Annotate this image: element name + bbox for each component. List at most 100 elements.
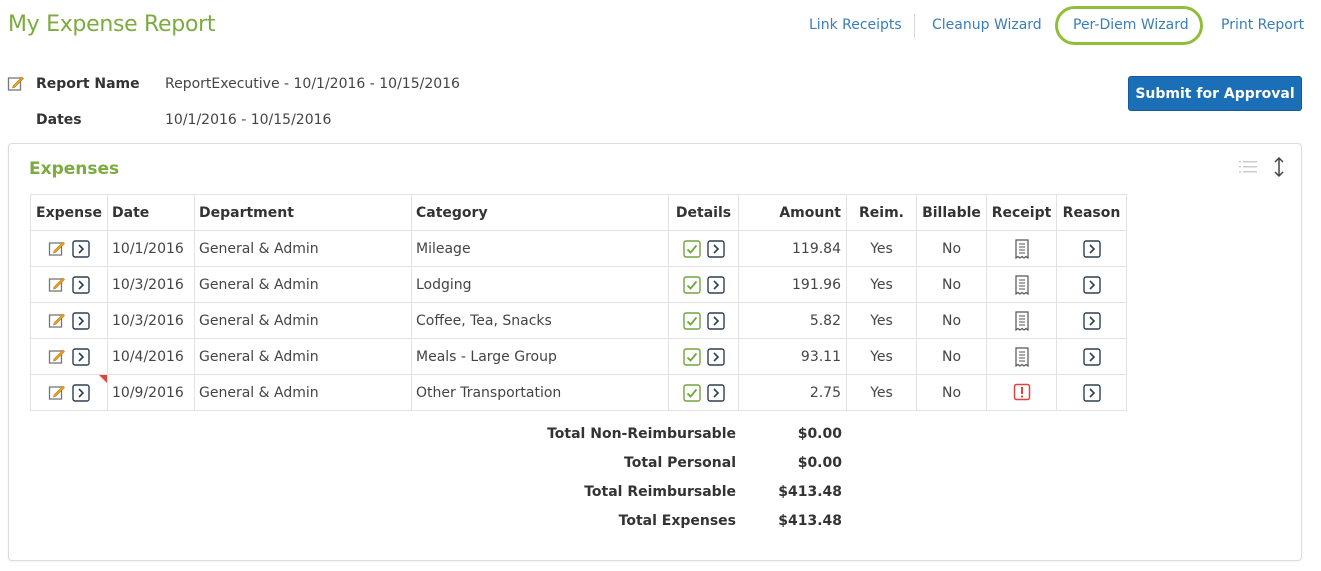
receipt-cell: [986, 338, 1057, 375]
per-diem-wizard-link[interactable]: Per-Diem Wizard: [1073, 17, 1189, 33]
reason-cell: [1056, 230, 1127, 267]
col-details: Details: [668, 194, 739, 231]
receipt-cell: [986, 230, 1057, 267]
edit-expense-icon[interactable]: [48, 348, 66, 366]
department-cell: General & Admin: [194, 374, 412, 411]
open-expense-icon[interactable]: [72, 311, 90, 330]
amount-cell: 2.75: [738, 374, 847, 411]
billable-cell: No: [916, 266, 987, 303]
alert-flag-icon: [99, 375, 107, 383]
expenses-table: Expense Date Department Category Details…: [30, 194, 1127, 411]
link-receipts-link[interactable]: Link Receipts: [809, 17, 902, 33]
details-check-icon[interactable]: [682, 347, 701, 366]
details-cell: [668, 230, 739, 267]
date-cell: 10/9/2016: [107, 374, 195, 411]
col-billable: Billable: [916, 194, 987, 231]
edit-expense-icon[interactable]: [48, 384, 66, 402]
page-title: My Expense Report: [8, 12, 216, 37]
table-row: 10/3/2016 General & Admin Coffee, Tea, Sna…: [30, 302, 1127, 339]
total-value: $0.00: [797, 455, 842, 471]
category-cell: Coffee, Tea, Snacks: [411, 302, 669, 339]
date-cell: 10/3/2016: [107, 266, 195, 303]
billable-cell: No: [916, 338, 987, 375]
edit-expense-icon[interactable]: [48, 276, 66, 294]
report-name-label: Report Name: [36, 76, 140, 92]
total-value: $0.00: [797, 426, 842, 442]
open-expense-icon[interactable]: [72, 275, 90, 294]
details-check-icon[interactable]: [682, 311, 701, 330]
table-row: 10/1/2016 General & Admin Mileage 119.84 Yes…: [30, 230, 1127, 267]
open-details-icon[interactable]: [706, 347, 725, 366]
reason-cell: [1056, 374, 1127, 411]
open-expense-icon[interactable]: [72, 383, 90, 402]
amount-cell: 93.11: [738, 338, 847, 375]
billable-cell: No: [916, 374, 987, 411]
open-details-icon[interactable]: [706, 383, 725, 402]
category-cell: Lodging: [411, 266, 669, 303]
dates-label: Dates: [36, 112, 82, 128]
col-category: Category: [411, 194, 669, 231]
open-expense-icon[interactable]: [72, 239, 90, 258]
missing-receipt-icon[interactable]: [1013, 383, 1031, 403]
table-row: 10/9/2016 General & Admin Other Transporta…: [30, 374, 1127, 411]
col-amount: Amount: [738, 194, 847, 231]
table-header-row: Expense Date Department Category Details…: [30, 194, 1127, 231]
receipt-icon[interactable]: [1013, 346, 1031, 367]
reim-cell: Yes: [846, 230, 917, 267]
expense-actions-cell: [30, 302, 108, 339]
table-row: 10/4/2016 General & Admin Meals - Large Gr…: [30, 338, 1127, 375]
expenses-title: Expenses: [29, 159, 120, 179]
highlight-oval: [1055, 6, 1203, 45]
edit-expense-icon[interactable]: [48, 240, 66, 258]
amount-cell: 119.84: [738, 230, 847, 267]
open-reason-icon[interactable]: [1082, 347, 1101, 366]
col-expense: Expense: [30, 194, 108, 231]
list-view-icon[interactable]: [1239, 159, 1257, 175]
receipt-icon[interactable]: [1013, 238, 1031, 259]
details-check-icon[interactable]: [682, 239, 701, 258]
expense-actions-cell: [30, 338, 108, 375]
department-cell: General & Admin: [194, 230, 412, 267]
amount-cell: 5.82: [738, 302, 847, 339]
expense-actions-cell: [30, 230, 108, 267]
dates-value: 10/1/2016 - 10/15/2016: [165, 112, 332, 128]
date-cell: 10/1/2016: [107, 230, 195, 267]
category-cell: Other Transportation: [411, 374, 669, 411]
link-divider: [914, 14, 915, 38]
open-reason-icon[interactable]: [1082, 383, 1101, 402]
open-details-icon[interactable]: [706, 275, 725, 294]
edit-expense-icon[interactable]: [48, 312, 66, 330]
date-cell: 10/4/2016: [107, 338, 195, 375]
total-label: Total Personal: [624, 455, 736, 471]
reim-cell: Yes: [846, 302, 917, 339]
category-cell: Meals - Large Group: [411, 338, 669, 375]
cleanup-wizard-link[interactable]: Cleanup Wizard: [932, 17, 1042, 33]
open-details-icon[interactable]: [706, 239, 725, 258]
open-details-icon[interactable]: [706, 311, 725, 330]
billable-cell: No: [916, 230, 987, 267]
open-expense-icon[interactable]: [72, 347, 90, 366]
reason-cell: [1056, 266, 1127, 303]
details-check-icon[interactable]: [682, 383, 701, 402]
receipt-icon[interactable]: [1013, 274, 1031, 295]
expand-collapse-icon[interactable]: [1271, 156, 1287, 178]
open-reason-icon[interactable]: [1082, 275, 1101, 294]
reason-cell: [1056, 338, 1127, 375]
col-date: Date: [107, 194, 195, 231]
submit-for-approval-button[interactable]: Submit for Approval: [1128, 76, 1302, 111]
expense-actions-cell: [30, 374, 108, 411]
print-report-link[interactable]: Print Report: [1221, 17, 1305, 33]
details-check-icon[interactable]: [682, 275, 701, 294]
receipt-icon[interactable]: [1013, 310, 1031, 331]
reim-cell: Yes: [846, 374, 917, 411]
edit-report-icon[interactable]: [7, 75, 25, 93]
expenses-panel: Expenses Expense Date Department Categor…: [8, 143, 1302, 561]
open-reason-icon[interactable]: [1082, 311, 1101, 330]
open-reason-icon[interactable]: [1082, 239, 1101, 258]
department-cell: General & Admin: [194, 266, 412, 303]
reim-cell: Yes: [846, 266, 917, 303]
report-name-value: ReportExecutive - 10/1/2016 - 10/15/2016: [165, 76, 460, 92]
table-row: 10/3/2016 General & Admin Lodging 191.96 Yes…: [30, 266, 1127, 303]
col-reim: Reim.: [846, 194, 917, 231]
billable-cell: No: [916, 302, 987, 339]
